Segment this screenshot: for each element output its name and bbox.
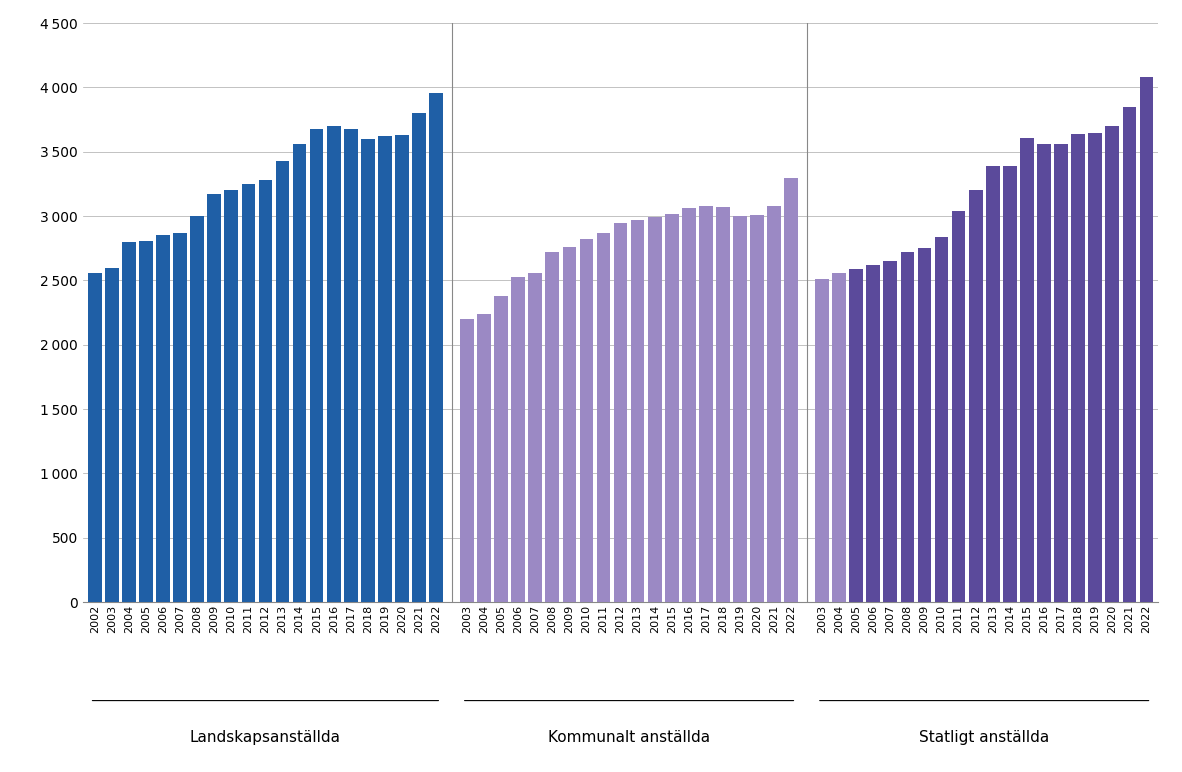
Bar — [241, 184, 255, 602]
Bar — [563, 247, 576, 602]
Bar — [785, 178, 798, 602]
Bar — [665, 214, 678, 602]
Bar — [225, 191, 238, 602]
Bar — [512, 276, 525, 602]
Bar — [699, 206, 713, 602]
Bar — [327, 126, 340, 602]
Text: Landskapsanställda: Landskapsanställda — [190, 730, 340, 744]
Bar — [751, 215, 764, 602]
Bar — [1054, 144, 1067, 602]
Bar — [1139, 77, 1154, 602]
Bar — [460, 319, 474, 602]
Bar — [259, 180, 272, 602]
Bar — [716, 207, 729, 602]
Bar — [275, 161, 290, 602]
Bar — [105, 268, 118, 602]
Bar — [648, 218, 662, 602]
Bar — [1037, 144, 1051, 602]
Bar — [1020, 137, 1034, 602]
Bar — [579, 239, 593, 602]
Bar — [494, 296, 508, 602]
Bar — [429, 93, 443, 602]
Bar — [87, 273, 102, 602]
Bar — [952, 211, 966, 602]
Bar — [767, 206, 781, 602]
Bar — [310, 129, 324, 602]
Bar — [917, 249, 931, 602]
Bar — [1071, 134, 1085, 602]
Text: Kommunalt anställda: Kommunalt anställda — [548, 730, 710, 744]
Bar — [395, 135, 409, 602]
Text: Statligt anställda: Statligt anställda — [920, 730, 1050, 744]
Bar — [850, 269, 863, 602]
Bar — [361, 139, 375, 602]
Bar — [901, 252, 914, 602]
Bar — [986, 166, 1000, 602]
Bar — [1123, 107, 1136, 602]
Bar — [866, 265, 881, 602]
Bar — [378, 137, 391, 602]
Bar — [156, 235, 170, 602]
Bar — [733, 216, 747, 602]
Bar — [528, 273, 543, 602]
Bar — [139, 241, 152, 602]
Bar — [1089, 133, 1102, 602]
Bar — [682, 208, 696, 602]
Bar — [1004, 166, 1017, 602]
Bar — [935, 237, 948, 602]
Bar — [207, 194, 221, 602]
Bar — [344, 129, 358, 602]
Bar — [816, 279, 829, 602]
Bar — [832, 273, 846, 602]
Bar — [190, 216, 204, 602]
Bar — [613, 222, 628, 602]
Bar — [1105, 126, 1119, 602]
Bar — [413, 113, 426, 602]
Bar — [969, 191, 982, 602]
Bar — [122, 242, 136, 602]
Bar — [174, 233, 187, 602]
Bar — [293, 144, 306, 602]
Bar — [478, 314, 491, 602]
Bar — [883, 261, 897, 602]
Bar — [631, 220, 644, 602]
Bar — [597, 233, 610, 602]
Bar — [545, 252, 559, 602]
